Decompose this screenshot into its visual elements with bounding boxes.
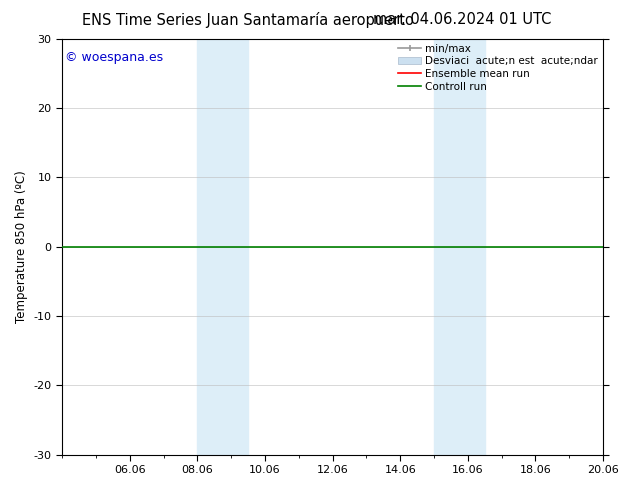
Legend: min/max, Desviaci  acute;n est  acute;ndar, Ensemble mean run, Controll run: min/max, Desviaci acute;n est acute;ndar… [396,42,600,94]
Text: mar. 04.06.2024 01 UTC: mar. 04.06.2024 01 UTC [373,12,552,27]
Y-axis label: Temperature 850 hPa (ºC): Temperature 850 hPa (ºC) [15,170,28,323]
Text: ENS Time Series Juan Santamaría aeropuerto: ENS Time Series Juan Santamaría aeropuer… [82,12,414,28]
Bar [434,39,485,455]
Bar [197,39,248,455]
Text: © woespana.es: © woespana.es [65,51,163,64]
